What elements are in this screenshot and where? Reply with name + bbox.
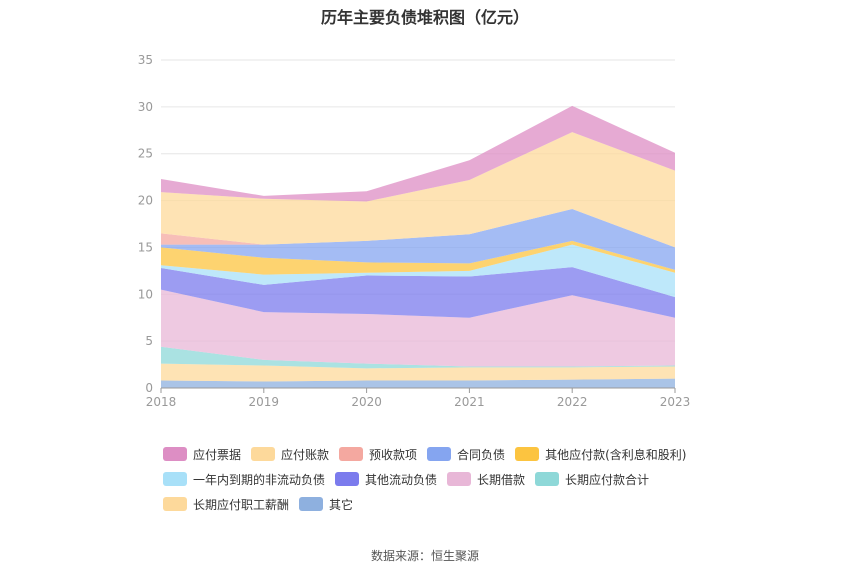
legend-swatch <box>515 447 540 461</box>
area-series-7 <box>161 209 675 270</box>
legend-swatch <box>163 497 187 511</box>
y-tick-label: 10 <box>138 287 153 301</box>
legend-swatch <box>335 472 360 486</box>
legend-label: 应付账款 <box>281 447 330 462</box>
legend-swatch <box>427 447 452 461</box>
legend-swatch <box>299 497 324 511</box>
x-tick-label: 2019 <box>249 395 280 409</box>
legend-swatch <box>447 472 472 486</box>
stacked-area-chart: 0 5 10 15 20 25 30 35 2018 2019 2020 2021 2022 2023 <box>138 53 691 409</box>
y-tick-label: 35 <box>138 53 153 67</box>
area-series-9 <box>161 132 675 248</box>
legend-item[interactable]: 应付账款 <box>251 446 329 462</box>
legend-item[interactable]: 合同负债 <box>427 446 505 462</box>
legend-item[interactable]: 其它 <box>299 496 353 512</box>
legend-label: 一年内到期的非流动负债 <box>193 472 326 487</box>
area-series-5 <box>161 244 675 298</box>
area-series-6 <box>161 240 675 275</box>
legend-label: 长期应付款合计 <box>565 472 650 487</box>
legend-label: 其它 <box>329 497 354 512</box>
area-series-10 <box>161 105 675 202</box>
x-tick-label: 2021 <box>454 395 485 409</box>
legend-swatch <box>339 447 364 461</box>
area-series-0 <box>161 378 675 388</box>
area-series-4 <box>161 267 675 318</box>
legend-item[interactable]: 应付票据 <box>163 446 241 462</box>
chart-legend: 应付票据 应付账款 预收款项 合同负债 其他应付款(含利息和股利) 一年内到期的非流动负债… <box>163 446 723 521</box>
area-series-1 <box>161 363 675 382</box>
data-source-note: 数据来源：恒生聚源 <box>370 549 479 563</box>
legend-label: 其他应付款(含利息和股利) <box>545 447 687 462</box>
legend-swatch <box>163 472 187 486</box>
legend-item[interactable]: 一年内到期的非流动负债 <box>163 471 325 487</box>
x-tick-label: 2020 <box>351 395 382 409</box>
legend-label: 应付票据 <box>193 447 242 462</box>
legend-item[interactable]: 长期应付职工薪酬 <box>163 496 289 512</box>
y-tick-label: 5 <box>145 334 153 348</box>
legend-item[interactable]: 其他流动负债 <box>335 471 437 487</box>
legend-label: 合同负债 <box>457 447 506 462</box>
x-tick-label: 2023 <box>660 395 691 409</box>
legend-label: 其他流动负债 <box>365 472 438 487</box>
legend-label: 长期应付职工薪酬 <box>193 497 290 512</box>
y-tick-label: 20 <box>138 194 153 208</box>
legend-swatch <box>163 447 187 461</box>
area-series-2 <box>161 346 675 369</box>
legend-label: 长期借款 <box>477 472 526 487</box>
legend-item[interactable]: 长期借款 <box>447 471 525 487</box>
legend-item[interactable]: 预收款项 <box>339 446 417 462</box>
legend-swatch <box>535 472 560 486</box>
area-series-8 <box>161 209 675 248</box>
y-tick-label: 0 <box>145 381 153 395</box>
chart-title: 历年主要负债堆积图（亿元） <box>320 8 529 27</box>
y-tick-label: 30 <box>138 100 153 114</box>
legend-swatch <box>251 447 276 461</box>
x-tick-label: 2022 <box>557 395 588 409</box>
y-tick-label: 25 <box>138 147 153 161</box>
area-series-3 <box>161 289 675 367</box>
legend-item[interactable]: 长期应付款合计 <box>535 471 649 487</box>
y-tick-label: 15 <box>138 240 153 254</box>
legend-item[interactable]: 其他应付款(含利息和股利) <box>515 446 686 462</box>
x-tick-label: 2018 <box>146 395 177 409</box>
legend-label: 预收款项 <box>369 447 418 462</box>
